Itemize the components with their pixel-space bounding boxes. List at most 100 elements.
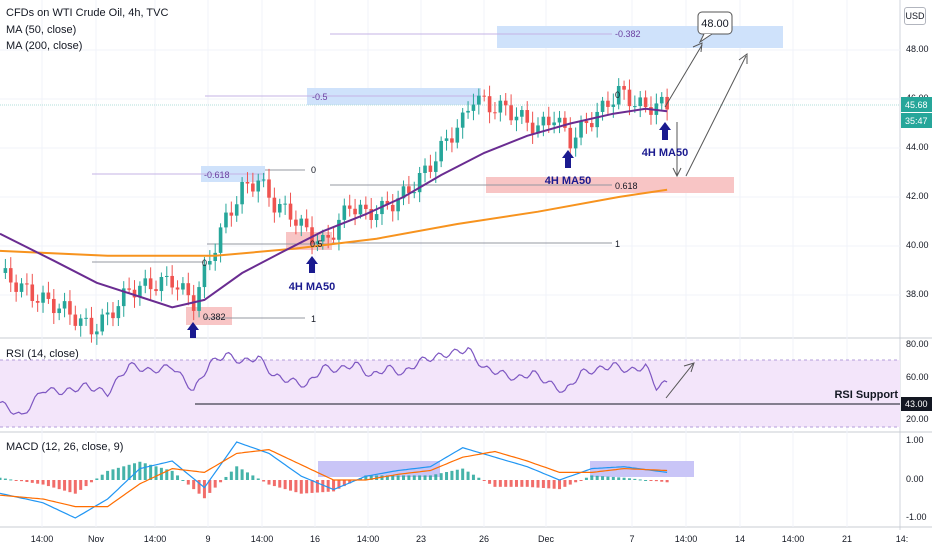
candle	[444, 129, 449, 151]
currency-button[interactable]: USD	[904, 7, 926, 25]
candle	[331, 227, 336, 244]
histogram-bar	[423, 475, 427, 480]
histogram-bar	[310, 480, 314, 493]
candle	[73, 305, 78, 331]
histogram-bar	[584, 477, 588, 480]
candle	[208, 250, 212, 271]
candle	[35, 294, 40, 312]
histogram-bar	[116, 467, 120, 480]
histogram-bar	[477, 477, 481, 480]
up-arrow-icon	[562, 150, 574, 168]
histogram-bar	[644, 480, 648, 481]
histogram-bar	[665, 480, 669, 483]
fib-label: 1	[615, 239, 620, 249]
ma200-legend[interactable]: MA (200, close)	[6, 40, 83, 52]
chart-title: CFDs on WTI Crude Oil, 4h, TVC	[6, 7, 169, 19]
histogram-bar	[332, 480, 336, 492]
candle	[272, 187, 277, 223]
histogram-bar	[143, 463, 147, 480]
candle	[304, 209, 309, 232]
candle	[498, 95, 503, 122]
time-tick: 9	[205, 534, 210, 544]
candle	[175, 280, 180, 301]
time-axis[interactable]: 14:00 Nov 14:00 9 14:00 16 14:00 23 26 Dec 7 14:00 1…	[31, 534, 909, 544]
histogram-bar	[428, 475, 432, 480]
fib-label: -0.618	[204, 170, 230, 180]
candle	[25, 273, 29, 296]
candle	[170, 265, 174, 295]
histogram-bar	[488, 480, 492, 484]
ma50-callout: 4H MA50	[642, 147, 688, 159]
histogram-bar	[498, 480, 502, 487]
rsi-tick: 80.00	[906, 339, 929, 349]
histogram-bar	[30, 480, 34, 483]
histogram-bar	[380, 475, 384, 480]
ma50-legend[interactable]: MA (50, close)	[6, 24, 77, 36]
target-label: 48.00	[701, 18, 729, 30]
histogram-bar	[321, 480, 325, 493]
rsi-axis[interactable]: 80.00 60.00 20.00	[906, 339, 929, 424]
rsi-legend[interactable]: RSI (14, close)	[6, 348, 79, 360]
histogram-bar	[36, 480, 40, 484]
macd-zone	[318, 461, 440, 477]
candle	[546, 106, 551, 133]
candle	[622, 80, 626, 100]
time-tick: 21	[842, 534, 852, 544]
candle	[450, 127, 454, 153]
candle	[202, 256, 207, 299]
candle	[385, 191, 390, 210]
candle	[460, 107, 465, 139]
candle	[482, 89, 486, 102]
fib-label: 0	[615, 90, 620, 100]
price-tick: 42.00	[906, 191, 929, 201]
target-callout[interactable]: 48.00	[697, 11, 733, 44]
candle	[514, 107, 519, 132]
candle	[294, 210, 298, 235]
histogram-bar	[649, 480, 653, 481]
histogram-bar	[574, 480, 578, 483]
candle	[261, 172, 266, 188]
candle	[3, 258, 8, 280]
histogram-bar	[461, 468, 465, 480]
histogram-bar	[0, 477, 2, 480]
macd-tick: 0.00	[906, 474, 924, 484]
candle	[455, 119, 460, 149]
histogram-bar	[622, 477, 626, 480]
price-axis[interactable]: 48.00 46.00 44.00 42.00 40.00 38.00	[906, 44, 929, 299]
histogram-bar	[305, 480, 309, 494]
histogram-bar	[299, 480, 303, 494]
candle	[138, 281, 142, 306]
histogram-bar	[235, 466, 239, 480]
candle	[530, 111, 535, 144]
candle	[159, 272, 164, 302]
macd-axis[interactable]: 1.00 0.00 -1.00	[906, 435, 927, 522]
histogram-bar	[100, 474, 104, 480]
histogram-bar	[520, 480, 524, 487]
ma50-callout: 4H MA50	[289, 281, 335, 293]
fib-label: 0.618	[615, 181, 638, 191]
candle	[573, 127, 578, 157]
candle	[240, 177, 244, 214]
candle	[277, 198, 282, 218]
histogram-bar	[364, 475, 368, 480]
histogram-bar	[590, 475, 594, 480]
histogram-bar	[552, 480, 556, 489]
histogram-bar	[89, 480, 93, 483]
up-arrow-icon	[306, 256, 318, 273]
histogram-bar	[127, 464, 131, 480]
histogram-bar	[245, 472, 249, 480]
candle	[369, 198, 374, 229]
histogram-bar	[407, 475, 411, 480]
macd-legend[interactable]: MACD (12, 26, close, 9)	[6, 441, 124, 453]
candle	[584, 112, 589, 134]
candle	[390, 194, 395, 222]
candle	[659, 92, 664, 110]
candle	[423, 158, 427, 183]
candle	[417, 166, 422, 203]
macd-tick: -1.00	[906, 512, 927, 522]
rsi-support-label: RSI Support	[834, 389, 898, 401]
histogram-bar	[149, 464, 153, 480]
histogram-bar	[434, 474, 438, 480]
candle	[590, 112, 594, 132]
